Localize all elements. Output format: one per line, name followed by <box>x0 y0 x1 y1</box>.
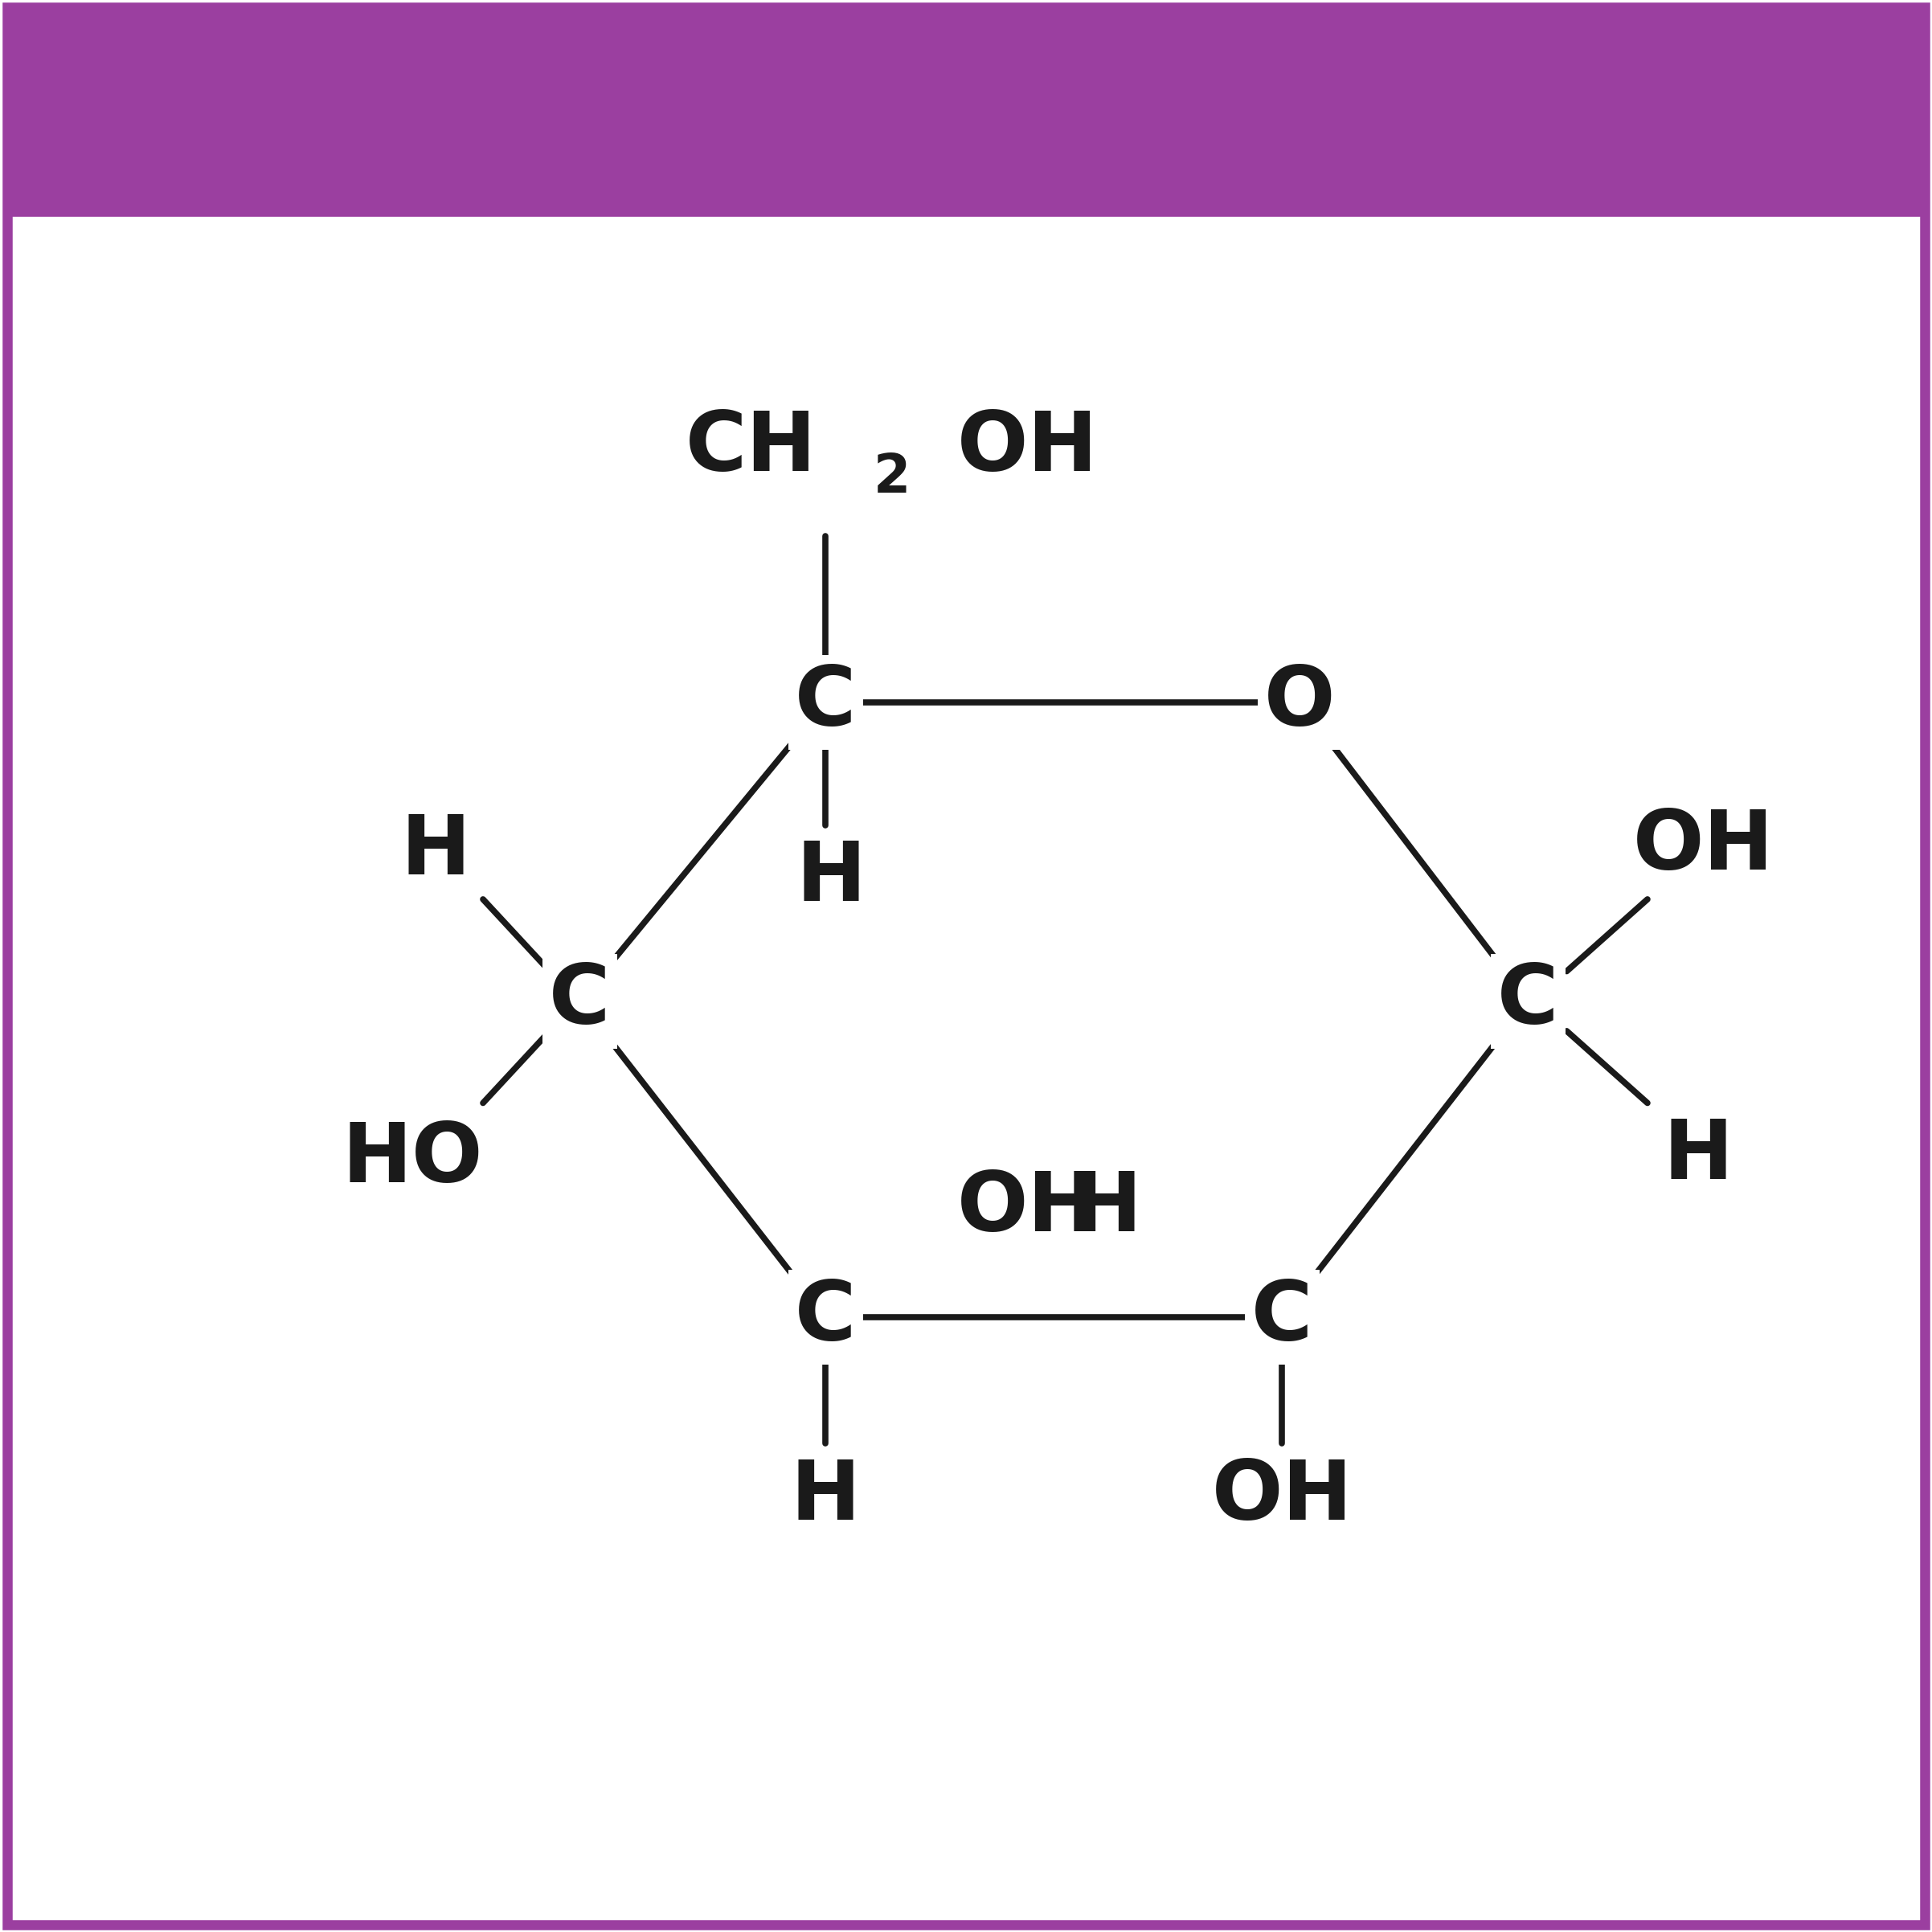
Text: OH: OH <box>956 408 1097 489</box>
Text: GLUCOSE: GLUCOSE <box>587 41 1345 182</box>
Text: OH: OH <box>1211 1457 1352 1538</box>
Text: C: C <box>1252 1277 1314 1358</box>
Text: OH: OH <box>1633 806 1774 887</box>
Text: H: H <box>790 1457 860 1538</box>
Text: C: C <box>1497 960 1559 1041</box>
Text: 2: 2 <box>873 452 910 504</box>
Text: H: H <box>796 838 866 920</box>
Text: OH: OH <box>956 1167 1097 1248</box>
Text: C: C <box>794 663 856 744</box>
Text: CH: CH <box>686 408 817 489</box>
Text: C: C <box>549 960 611 1041</box>
Text: H: H <box>400 811 471 893</box>
Text: O: O <box>1264 663 1335 744</box>
Bar <box>8 8 1924 214</box>
Text: HO: HO <box>342 1119 483 1200</box>
Text: H: H <box>1072 1167 1142 1248</box>
Text: H: H <box>1663 1115 1733 1196</box>
Text: C: C <box>794 1277 856 1358</box>
